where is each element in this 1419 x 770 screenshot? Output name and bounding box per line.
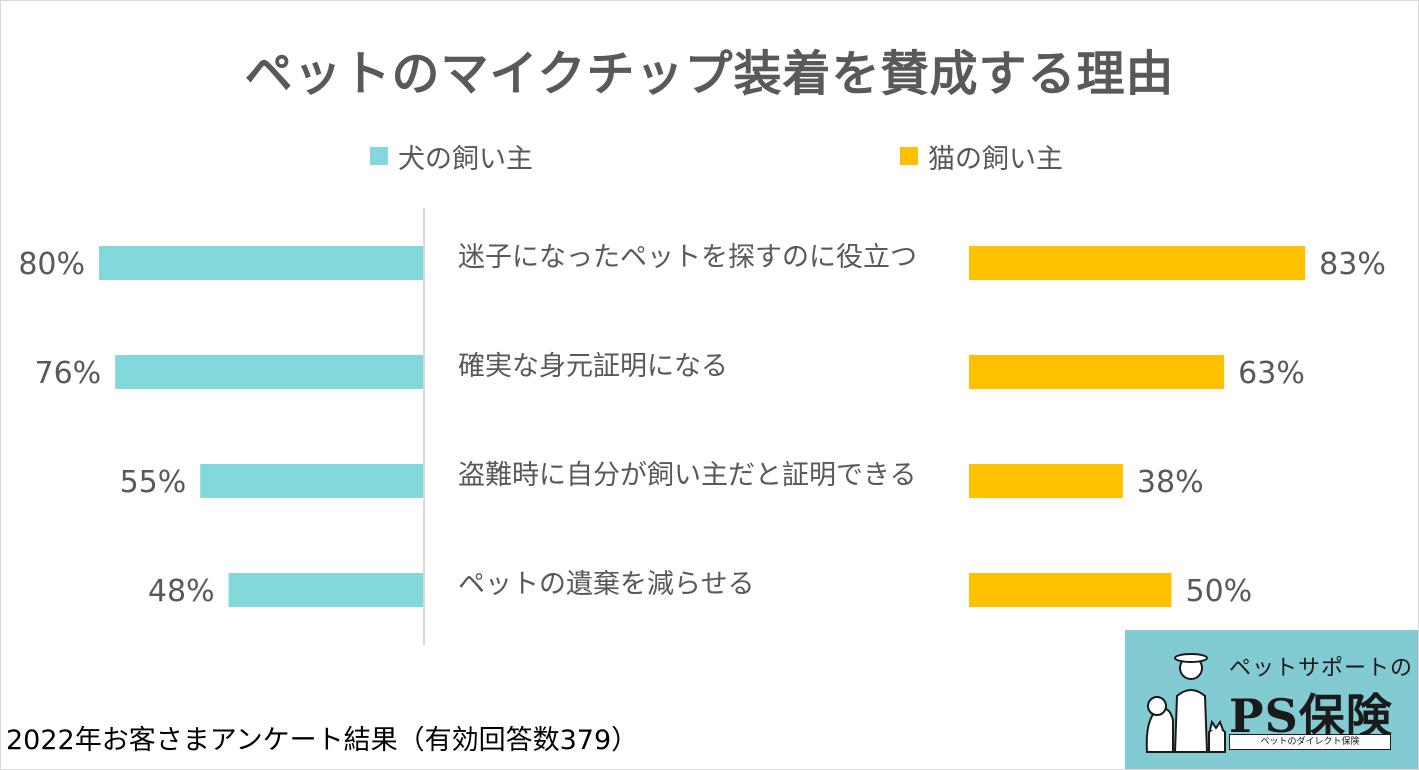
data-label-dog-owners-2: 76% [35,356,102,391]
category-label-4: ペットの遺棄を減らせる [458,569,754,600]
data-label-dog-owners-4: 48% [148,574,215,609]
category-label-1: 迷子になったペットを探すのに役立つ [458,242,917,273]
footer-note: 2022年お客さまアンケート結果（有効回答数379） [6,725,639,756]
legend-label-dog-owners: 犬の飼い主 [398,143,533,175]
bar-cat-owners-1 [969,246,1306,280]
data-label-dog-owners-1: 80% [18,247,85,282]
bar-dog-owners-2 [115,355,423,389]
category-label-3: 盗難時に自分が飼い主だと証明できる [458,460,916,491]
chart-title: ペットのマイクチップ装着を賛成する理由 [244,46,1175,102]
logo-subline: ペットのダイレクト保険 [1229,734,1391,750]
bar-dog-owners-4 [228,573,423,607]
category-label-2: 確実な身元証明になる [458,351,728,382]
legend-swatch-dog-owners [370,147,388,165]
data-label-cat-owners-3: 38% [1137,465,1204,500]
data-label-cat-owners-4: 50% [1186,574,1253,609]
bar-dog-owners-3 [200,464,423,498]
ps-insurance-logo: ペットサポートの PS保険 ペットのダイレクト保険 [1125,630,1418,769]
data-label-dog-owners-3: 55% [120,465,187,500]
bar-cat-owners-2 [969,355,1225,389]
bar-cat-owners-3 [969,464,1123,498]
bar-cat-owners-4 [969,573,1172,607]
owner-with-pets-illustration-icon [1145,653,1226,753]
legend-item-cat-owners: 猫の飼い主 [900,140,1063,175]
data-label-cat-owners-2: 63% [1238,356,1305,391]
legend-item-dog-owners: 犬の飼い主 [370,140,533,175]
legend-swatch-cat-owners [900,147,918,165]
bar-dog-owners-1 [99,246,423,280]
logo-tagline: ペットサポートの [1229,656,1414,681]
data-label-cat-owners-1: 83% [1319,247,1386,282]
legend-label-cat-owners: 猫の飼い主 [928,143,1063,175]
chart-marks: 80% 83% 迷子になったペットを探すのに役立つ 76% 63% 確実な身元証明になる 5… [18,242,1386,609]
